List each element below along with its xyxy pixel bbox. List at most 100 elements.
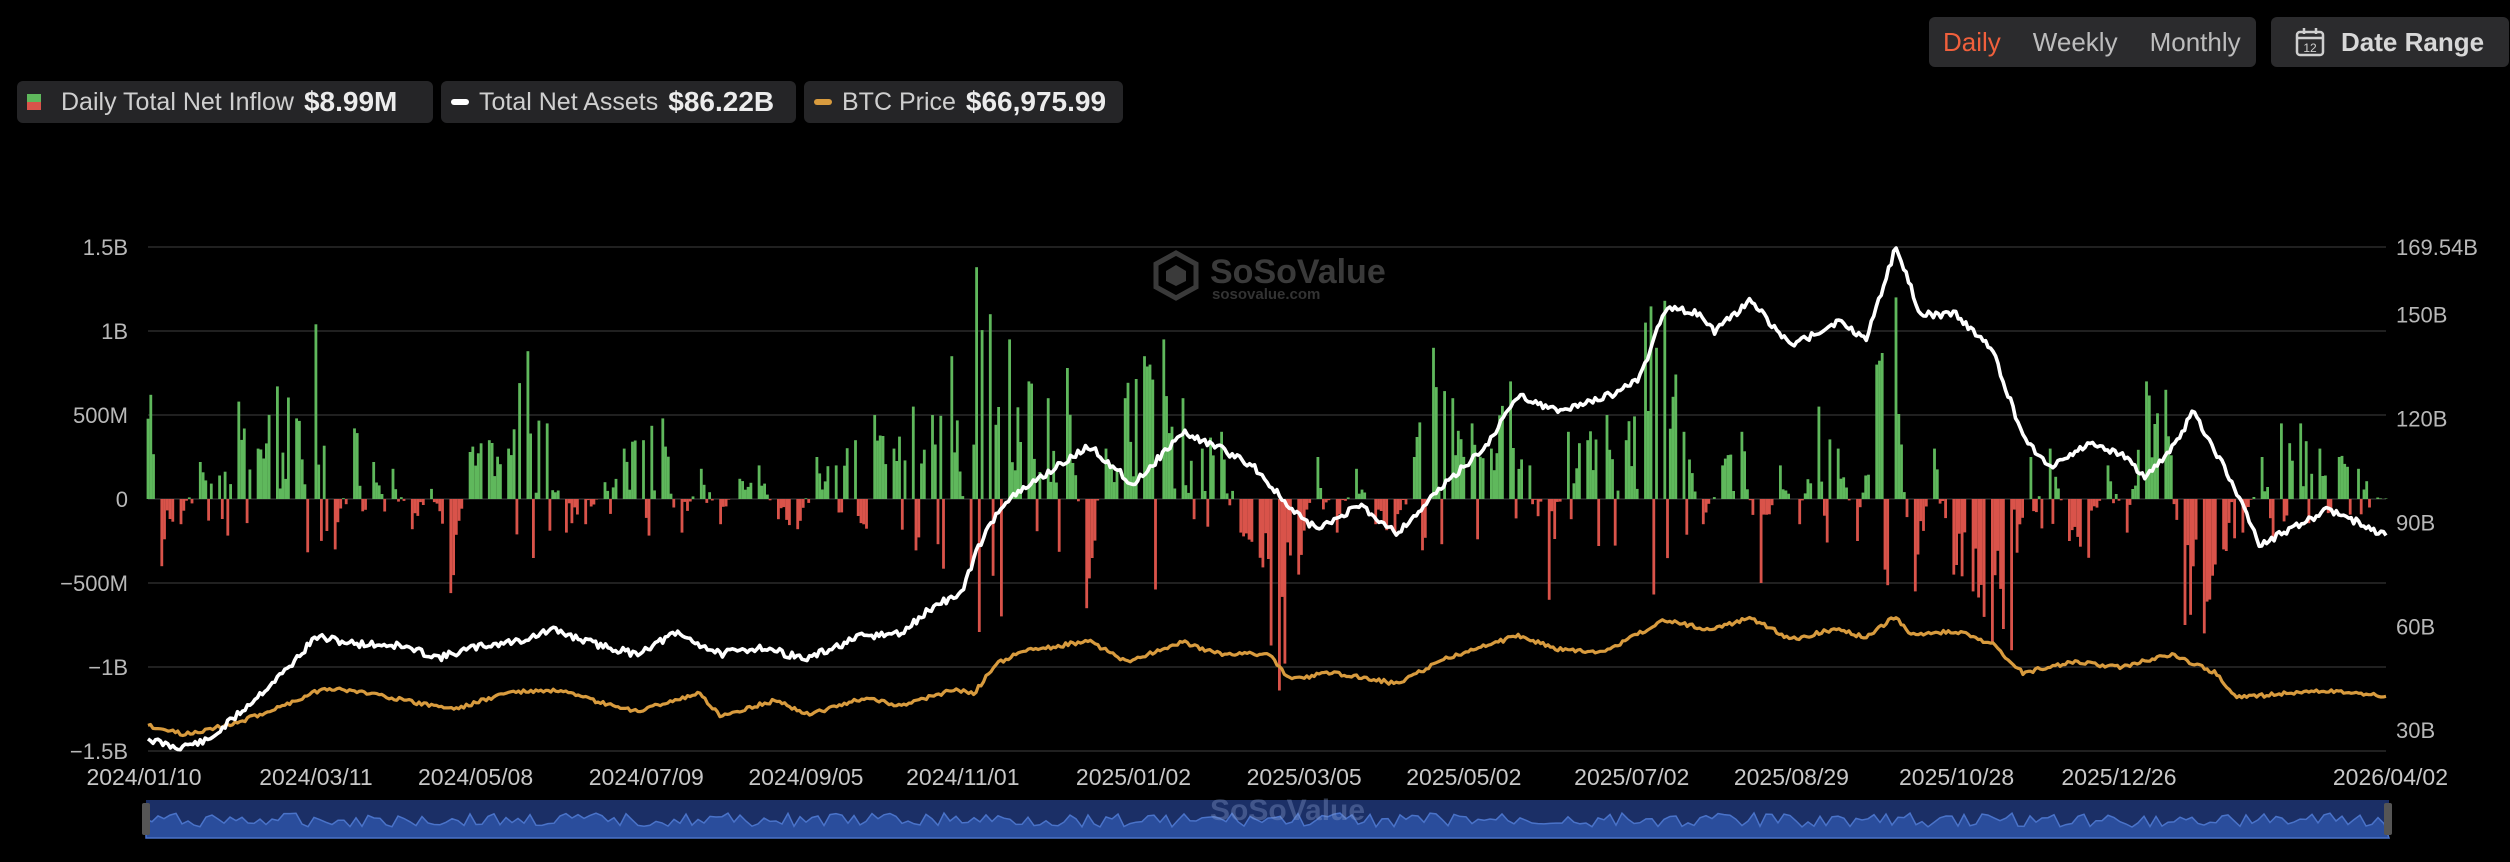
inflow-bar <box>699 468 703 499</box>
range-navigator[interactable]: SoSoValue <box>142 794 2392 839</box>
inflow-bar <box>611 487 615 499</box>
inflow-bar <box>1162 339 1166 499</box>
inflow-bar <box>942 499 945 569</box>
inflow-bar <box>1798 499 1802 525</box>
inflow-bar <box>2365 481 2369 499</box>
inflow-bar <box>961 496 965 499</box>
inflow-bar <box>1165 396 1168 499</box>
navigator-left-handle[interactable] <box>142 803 150 835</box>
legend-item-daily-total-net-inflow[interactable]: Daily Total Net Inflow $8.99M <box>17 81 433 123</box>
inflow-bar <box>551 490 555 499</box>
inflow-bar <box>1132 476 1135 499</box>
inflow-bar <box>1456 430 1460 499</box>
inflow-bar <box>1732 491 1735 499</box>
inflow-bar <box>1478 456 1482 499</box>
right-tick-label: 150B <box>2396 303 2447 328</box>
x-axis-ticks: 2024/01/10 2024/03/11 2024/05/08 2024/07/09… <box>86 764 2448 790</box>
inflow-bar <box>1553 499 1557 539</box>
inflow-bar <box>1611 459 1614 499</box>
inflow-bar <box>1261 499 1265 568</box>
inflow-bar <box>391 468 395 499</box>
inflow-bar <box>1913 499 1917 592</box>
inflow-bar <box>1289 499 1292 556</box>
inflow-bar <box>2079 499 2082 547</box>
inflow-bar <box>435 499 439 504</box>
inflow-bar <box>859 499 863 524</box>
legend-name: Total Net Assets <box>479 87 659 116</box>
inflow-bar <box>1181 398 1185 499</box>
inflow-bar <box>2153 424 2157 499</box>
inflow-bar <box>1534 499 1537 500</box>
inflow-bar <box>1575 468 1579 499</box>
inflow-bar <box>823 481 827 499</box>
inflow-bar <box>262 458 265 499</box>
inflow-bar <box>876 440 879 499</box>
inflow-bar <box>1286 499 1289 543</box>
inflow-bar <box>1999 499 2002 589</box>
inflow-bar <box>779 499 783 509</box>
inflow-bar <box>2291 460 2294 499</box>
inflow-bar <box>1501 405 1504 499</box>
inflow-bar <box>1110 464 1113 499</box>
navigator-preview <box>145 811 2391 839</box>
legend-item-total-net-assets[interactable]: Total Net Assets $86.22B <box>441 81 796 123</box>
legend-value: $86.22B <box>668 86 775 117</box>
inflow-bar <box>1316 457 1320 499</box>
period-option-weekly[interactable]: Weekly <box>2032 26 2118 57</box>
inflow-bar <box>1528 465 1532 499</box>
inflow-bar <box>1847 499 1851 501</box>
line-swatch-icon <box>451 99 469 105</box>
inflow-bar <box>2125 499 2129 533</box>
inflow-bar <box>2299 423 2303 499</box>
inflow-bar <box>229 484 232 499</box>
inflow-bar <box>1090 499 1094 558</box>
inflow-bar <box>807 499 811 503</box>
inflow-bar <box>2233 499 2236 539</box>
inflow-bar <box>1225 493 1229 499</box>
inflow-bar <box>895 461 899 499</box>
inflow-bar <box>2167 436 2170 499</box>
inflow-bar <box>1605 415 1609 499</box>
inflow-bar <box>2183 499 2187 625</box>
inflow-bar <box>259 449 263 499</box>
inflow-bar <box>1509 381 1512 499</box>
inflow-bar <box>614 478 618 499</box>
inflow-bar <box>1801 499 1804 501</box>
inflow-bar <box>2271 499 2275 538</box>
inflow-bar <box>1514 499 1518 519</box>
inflow-bar <box>1355 468 1358 499</box>
navigator-right-handle[interactable] <box>2384 803 2392 835</box>
inflow-bar <box>1663 300 1667 499</box>
inflow-bar <box>2131 489 2135 499</box>
inflow-bar <box>1495 453 1499 499</box>
inflow-bar <box>2288 443 2292 499</box>
inflow-bar <box>1712 497 1716 499</box>
inflow-bar <box>724 499 728 507</box>
inflow-bar <box>2076 499 2080 537</box>
inflow-bar <box>471 446 475 499</box>
calendar-icon-day: 12 <box>2303 41 2317 55</box>
inflow-bar <box>1880 353 1884 499</box>
inflow-bar <box>1357 493 1361 499</box>
left-tick-label: 500M <box>73 403 128 428</box>
inflow-bar <box>567 499 571 504</box>
inflow-bar <box>1011 462 1014 499</box>
inflow-bar <box>333 499 337 550</box>
inflow-bar <box>1536 499 1540 517</box>
inflow-bar <box>727 499 731 500</box>
inflow-bar <box>1751 499 1755 515</box>
watermark-site: sosovalue.com <box>1212 286 1320 303</box>
inflow-bar <box>402 499 406 501</box>
inflow-bar <box>1627 421 1631 499</box>
inflow-bar <box>1267 499 1270 559</box>
inflow-bar <box>991 499 995 576</box>
x-tick-label: 2025/12/26 <box>2061 764 2176 790</box>
period-option-monthly[interactable]: Monthly <box>2149 26 2241 57</box>
legend-item-btc-price[interactable]: BTC Price $66,975.99 <box>804 81 1123 123</box>
date-range-button[interactable]: 12 Date Range <box>2271 17 2509 67</box>
inflow-bar <box>881 436 885 499</box>
inflow-bar <box>1360 489 1364 499</box>
period-option-daily[interactable]: Daily <box>1943 26 2001 57</box>
inflow-bar <box>2263 491 2267 499</box>
inflow-bar <box>633 440 637 499</box>
